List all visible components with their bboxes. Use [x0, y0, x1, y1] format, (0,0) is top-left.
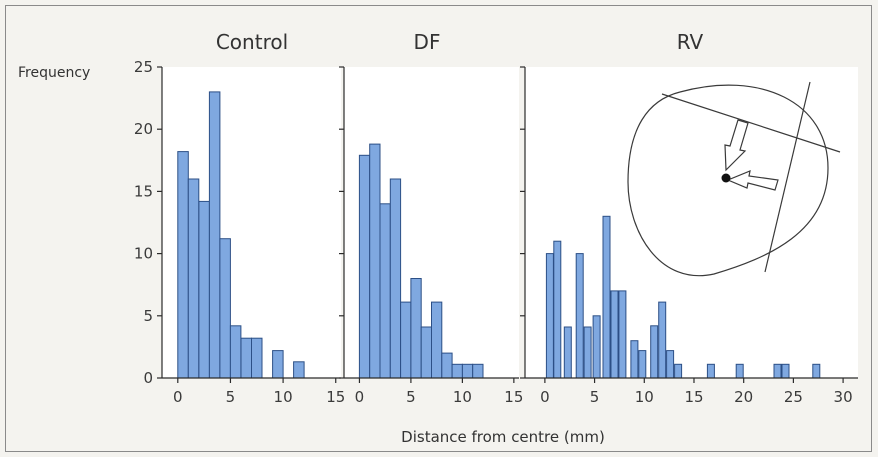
panel-rv: RV 0 5 10 15 20 25 30	[520, 30, 858, 406]
bar-rv-0	[545, 253, 554, 379]
bar-df-10	[461, 363, 474, 379]
inset-centre-dot	[721, 173, 731, 183]
cross-section-diagram-icon	[627, 81, 841, 277]
bar-control-5	[229, 325, 242, 379]
bar-control-9	[293, 361, 305, 379]
x-axis-label: Distance from centre (mm)	[401, 428, 605, 446]
bar-rv-19	[781, 363, 790, 379]
bar-control-8	[272, 350, 284, 379]
bar-rv-13	[666, 350, 675, 379]
bar-control-6	[240, 337, 252, 379]
bar-control-2	[198, 200, 210, 379]
bar-df-1	[369, 143, 381, 379]
panel-title-rv: RV	[677, 30, 704, 54]
bar-control-1	[187, 178, 200, 379]
panel-title-df: DF	[414, 30, 441, 54]
bar-df-3	[389, 178, 402, 379]
bar-control-0	[177, 151, 189, 379]
y-axis-label: Frequency	[18, 65, 90, 81]
bar-df-11	[472, 363, 484, 379]
y-tick-label-25: 25	[134, 58, 153, 76]
panel-df: DF 0 5 10 15	[339, 30, 523, 406]
bar-rv-12	[658, 301, 667, 379]
bar-rv-16	[706, 363, 715, 379]
bar-rv-20	[812, 363, 821, 379]
y-tick-label-0: 0	[143, 369, 153, 387]
bar-rv-5	[592, 315, 601, 379]
bar-rv-3	[575, 253, 584, 379]
inset-horizontal-line	[661, 93, 841, 153]
bar-rv-2	[563, 326, 572, 379]
bar-control-4	[219, 238, 231, 379]
bar-rv-6	[602, 215, 611, 379]
x-tick-label-rv-30: 30	[834, 388, 853, 406]
bar-rv-17	[735, 363, 744, 379]
x-tick-label-control-5: 5	[226, 388, 236, 406]
inset-diagram	[627, 81, 841, 277]
x-tick-label-rv-0: 0	[540, 388, 550, 406]
bar-rv-1	[553, 240, 562, 379]
bar-rv-18	[773, 363, 782, 379]
x-tick-label-rv-25: 25	[784, 388, 803, 406]
bar-df-9	[451, 363, 463, 379]
x-tick-label-df-10: 10	[453, 388, 472, 406]
bar-df-5	[410, 278, 422, 379]
bar-df-2	[379, 203, 391, 379]
y-tick-label-5: 5	[143, 307, 153, 325]
x-tick-label-df-0: 0	[355, 388, 365, 406]
inset-vertical-line	[764, 81, 811, 273]
panel-control: Control 0 5 10 15 0 5 10 15 20 25	[134, 30, 345, 406]
inset-outline	[627, 84, 829, 277]
y-tick-label-15: 15	[134, 182, 153, 200]
x-tick-label-df-15: 15	[504, 388, 523, 406]
bar-rv-9	[630, 340, 639, 379]
y-tick-label-10: 10	[134, 245, 153, 263]
x-tick-label-rv-5: 5	[590, 388, 600, 406]
bar-rv-7	[610, 290, 619, 379]
bar-rv-8	[618, 290, 627, 379]
x-tick-label-rv-15: 15	[684, 388, 703, 406]
bar-rv-14	[674, 363, 683, 379]
inset-arrow-down	[724, 119, 749, 172]
x-tick-label-control-10: 10	[274, 388, 293, 406]
bar-df-4	[400, 301, 412, 379]
bar-rv-11	[650, 325, 659, 379]
bar-rv-4	[583, 326, 592, 379]
x-tick-label-df-5: 5	[406, 388, 416, 406]
bar-df-7	[431, 301, 443, 379]
y-tick-label-20: 20	[134, 120, 153, 138]
bar-control-7	[251, 337, 263, 379]
bar-control-3	[208, 91, 221, 379]
bar-df-6	[420, 326, 433, 379]
bar-df-8	[441, 352, 453, 379]
x-tick-label-control-0: 0	[173, 388, 183, 406]
panel-title-control: Control	[216, 30, 288, 54]
bar-df-0	[358, 154, 371, 379]
inset-arrow-left	[726, 170, 779, 191]
x-tick-label-rv-10: 10	[635, 388, 654, 406]
x-tick-label-control-15: 15	[326, 388, 345, 406]
bar-rv-10	[638, 350, 647, 379]
x-tick-label-rv-20: 20	[734, 388, 753, 406]
